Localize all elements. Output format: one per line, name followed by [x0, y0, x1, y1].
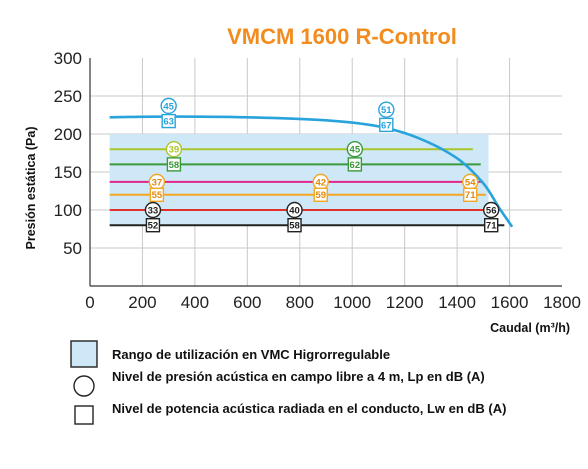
legend-item-circle: Nivel de presión acústica en campo libre…: [112, 369, 485, 384]
marker-shape-0: [160, 97, 177, 115]
x-tick-label-9: 1800: [543, 293, 581, 312]
marker-label-0: 45: [163, 101, 174, 112]
y-tick-label-5: 300: [54, 49, 82, 68]
marker-shape-17: [287, 217, 302, 233]
marker-label-7: 62: [350, 160, 361, 171]
marker-label-9: 55: [152, 190, 163, 201]
marker-label-13: 71: [465, 190, 476, 201]
y-tick-label-1: 100: [54, 201, 82, 220]
marker-shape-5: [166, 157, 182, 172]
square-marker-1: 63: [161, 113, 176, 129]
marker-label-2: 51: [381, 105, 392, 116]
marker-label-6: 45: [350, 145, 361, 156]
circle-marker-8: 37: [148, 173, 166, 191]
legend: Rango de utilización en VMC Higrorregula…: [70, 340, 506, 425]
marker-label-11: 59: [315, 190, 326, 201]
square-marker-13: 71: [463, 187, 478, 203]
marker-label-14: 33: [148, 205, 159, 216]
marker-label-12: 54: [465, 177, 476, 188]
square-marker-11: 59: [313, 187, 328, 203]
marker-shape-15: [145, 217, 161, 233]
marker-label-19: 71: [486, 221, 497, 232]
marker-label-18: 56: [486, 205, 497, 216]
marker-label-15: 52: [148, 221, 159, 232]
x-tick-label-6: 1200: [386, 293, 424, 312]
y-tick-label-4: 250: [54, 87, 82, 106]
y-tick-labels: 50 100 150 200 250 300: [54, 49, 82, 258]
marker-shape-16: [286, 201, 303, 219]
circle-marker-6: 45: [346, 140, 364, 158]
marker-shape-3: [379, 117, 394, 133]
square-marker-17: 58: [287, 217, 302, 233]
marker-shape-11: [313, 187, 328, 203]
marker-shape-2: [378, 101, 395, 118]
circle-marker-18: 56: [483, 201, 500, 219]
axes: [89, 58, 562, 287]
x-tick-label-5: 1000: [333, 293, 371, 312]
square-marker-5: 58: [166, 157, 182, 172]
x-tick-label-4: 800: [286, 293, 314, 312]
legend-circle-icon: [73, 375, 95, 397]
markers: 45 63 51 67 39 58 45 62 37 55 42 59 54 71 33 52 40 58 56 71: [144, 97, 500, 233]
square-marker-19: 71: [484, 217, 499, 233]
marker-shape-1: [161, 113, 176, 129]
circle-marker-14: 33: [144, 201, 162, 219]
marker-label-16: 40: [289, 205, 300, 216]
marker-shape-13: [463, 187, 478, 203]
marker-shape-9: [149, 187, 165, 203]
circle-marker-12: 54: [462, 173, 479, 191]
fan-curve: [109, 115, 514, 228]
marker-label-10: 42: [315, 177, 326, 188]
marker-shape-18: [483, 201, 500, 219]
square-marker-7: 62: [347, 157, 363, 172]
circle-marker-10: 42: [312, 173, 329, 191]
marker-shape-6: [346, 140, 364, 158]
marker-shape-19: [484, 217, 499, 233]
circle-marker-4: 39: [165, 140, 183, 158]
square-marker-9: 55: [149, 187, 165, 203]
y-tick-label-2: 150: [54, 163, 82, 182]
marker-label-5: 58: [169, 160, 180, 171]
marker-shape-14: [144, 201, 162, 219]
legend-range-swatch: [70, 340, 98, 368]
y-tick-label-0: 50: [63, 239, 82, 258]
legend-item-square: Nivel de potencia acústica radiada en el…: [112, 401, 506, 416]
square-marker-3: 67: [379, 117, 394, 133]
marker-label-8: 37: [152, 177, 163, 188]
x-axis-label: Caudal (m³/h): [490, 321, 570, 335]
marker-label-1: 63: [163, 116, 174, 127]
marker-label-17: 58: [289, 221, 300, 232]
circle-marker-16: 40: [286, 201, 303, 219]
legend-square-icon: [74, 405, 94, 425]
circle-marker-2: 51: [378, 101, 395, 118]
y-axis-label: Presión estática (Pa): [24, 127, 38, 250]
fan-curve-line: [109, 115, 514, 228]
marker-shape-4: [165, 140, 183, 158]
circle-marker-0: 45: [160, 97, 177, 115]
x-tick-label-1: 200: [128, 293, 156, 312]
square-marker-15: 52: [145, 217, 161, 233]
marker-label-4: 39: [169, 145, 180, 156]
x-tick-label-7: 1400: [438, 293, 476, 312]
marker-label-3: 67: [381, 120, 392, 131]
marker-shape-7: [347, 157, 363, 172]
legend-item-range: Rango de utilización en VMC Higrorregula…: [112, 347, 390, 362]
x-tick-labels: 0 200 400 600 800 1000 1200 1400 1600 1800: [85, 293, 581, 312]
chart-title: VMCM 1600 R-Control: [227, 24, 457, 49]
x-tick-label-0: 0: [85, 293, 94, 312]
x-tick-label-2: 400: [181, 293, 209, 312]
x-tick-label-8: 1600: [491, 293, 529, 312]
x-tick-label-3: 600: [233, 293, 261, 312]
y-tick-label-3: 200: [54, 125, 82, 144]
